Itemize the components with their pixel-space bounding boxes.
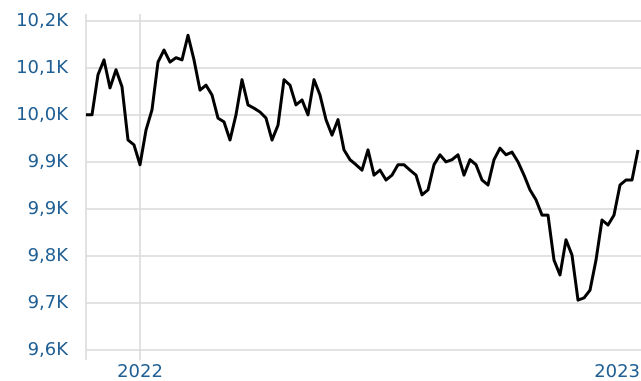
y-tick-label: 9,9K bbox=[28, 151, 70, 172]
price-line bbox=[86, 33, 640, 302]
x-tick-label: 2023 bbox=[594, 361, 640, 381]
y-tick-label: 9,6K bbox=[28, 339, 70, 360]
y-tick-label: 10,1K bbox=[16, 57, 69, 78]
y-tick-label: 9,7K bbox=[28, 292, 70, 313]
y-tick-label: 10,0K bbox=[16, 104, 69, 125]
y-tick-label: 10,2K bbox=[16, 10, 69, 31]
y-tick-label: 9,9K bbox=[28, 198, 70, 219]
x-tick-label: 2022 bbox=[117, 361, 163, 381]
y-tick-label: 9,8K bbox=[28, 245, 70, 266]
